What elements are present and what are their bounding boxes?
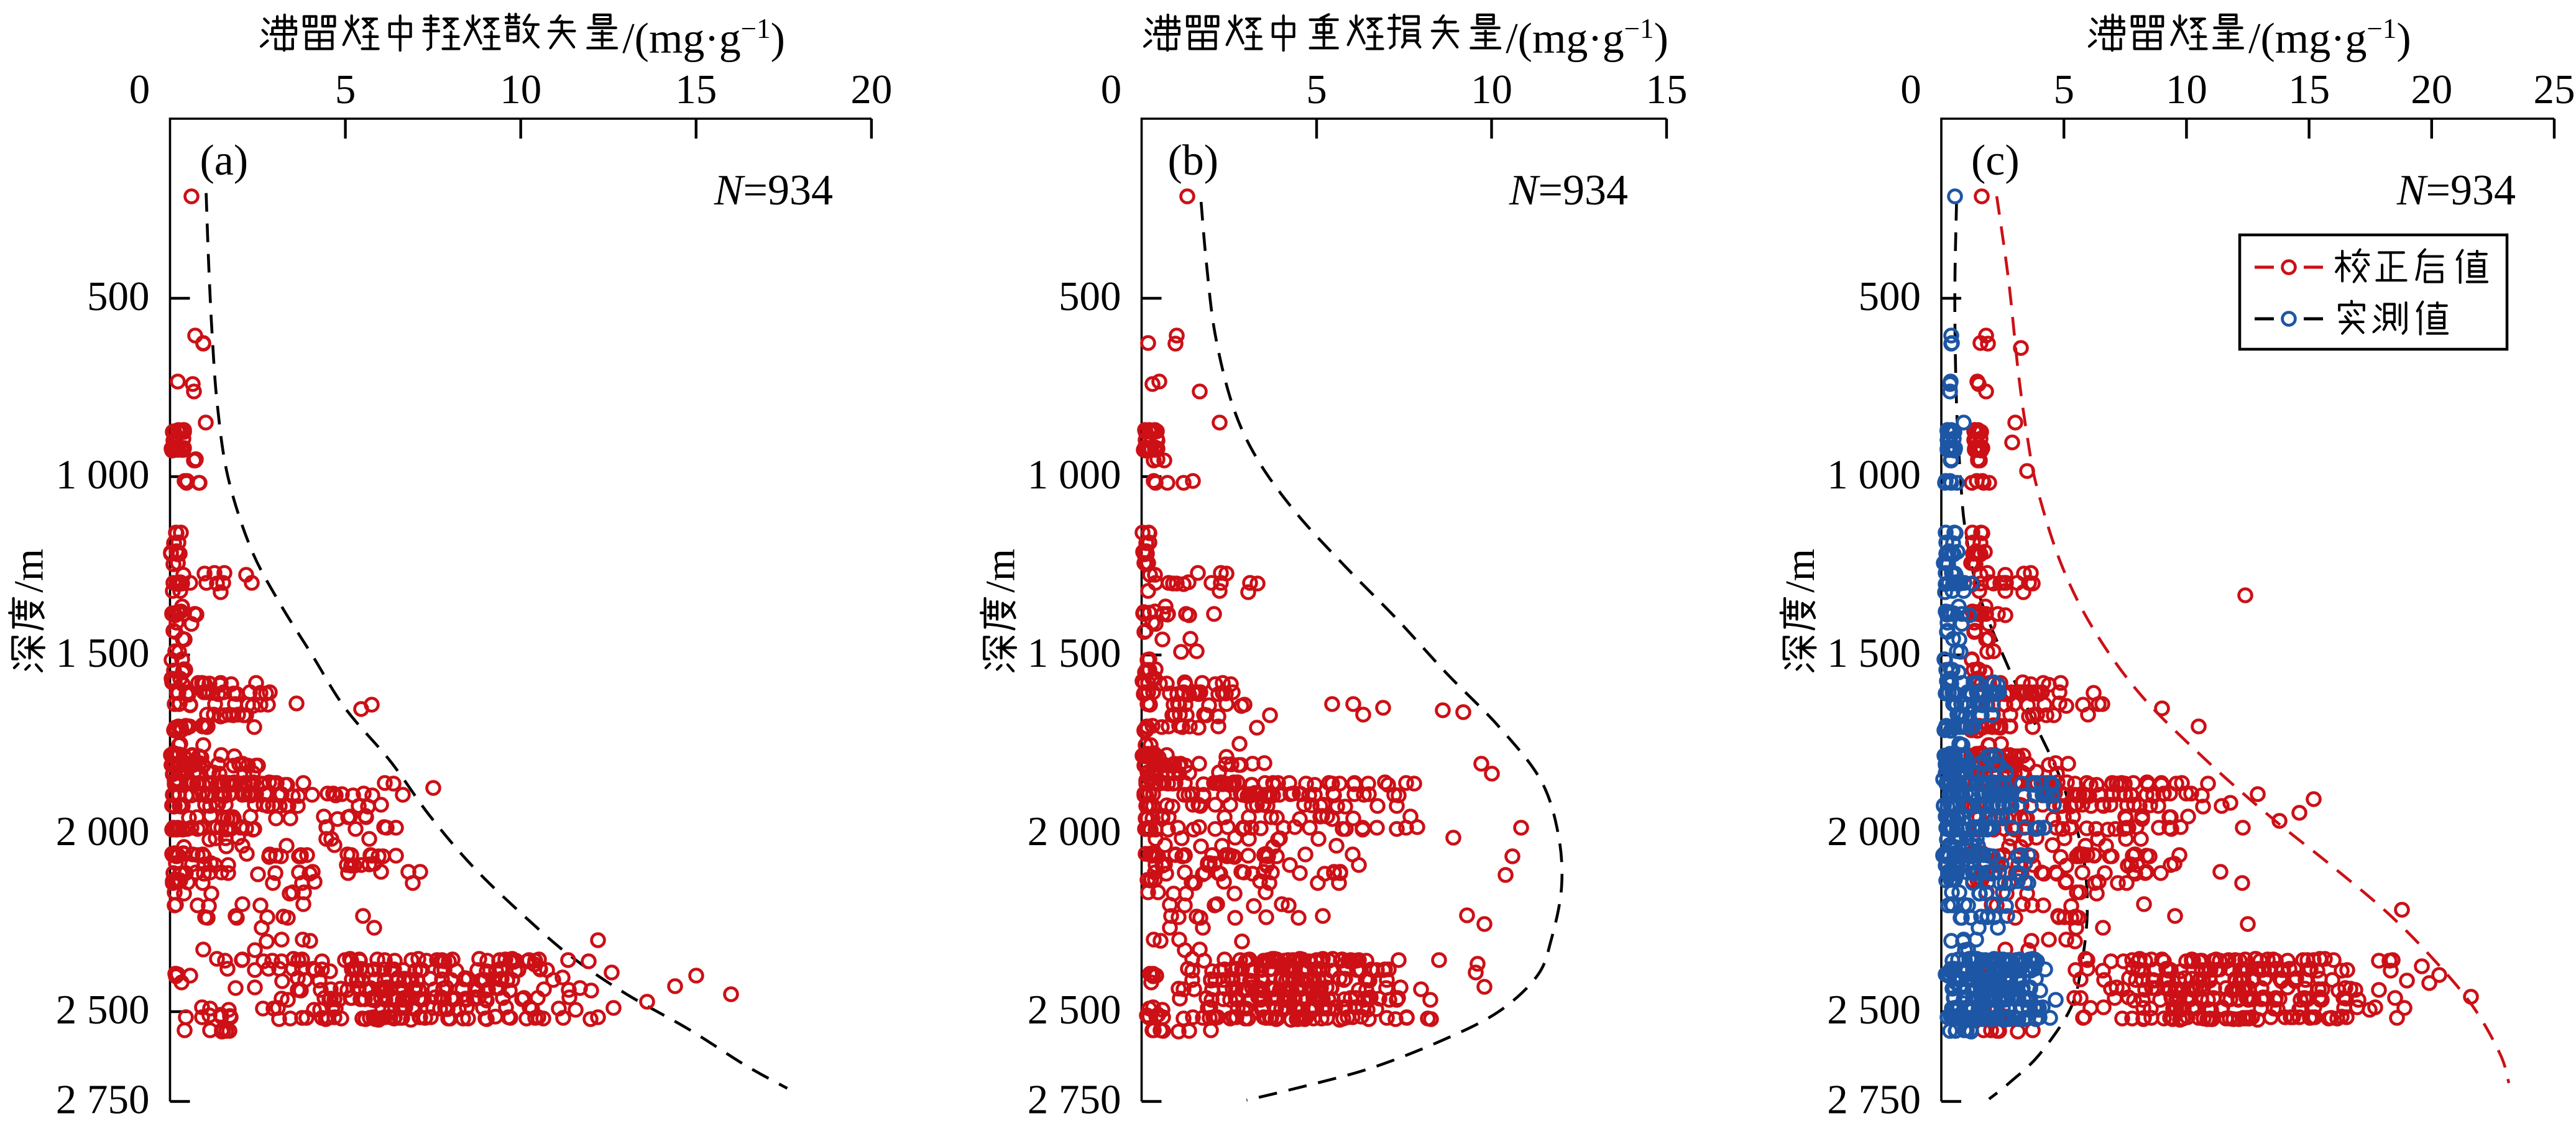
svg-text:(c): (c) — [1971, 137, 2020, 185]
svg-text:(b): (b) — [1168, 137, 1219, 185]
svg-text:/(mg·g−1): /(mg·g−1) — [1506, 13, 1668, 63]
svg-text:/m: /m — [1777, 549, 1823, 593]
svg-text:N=934: N=934 — [714, 167, 833, 214]
svg-text:N=934: N=934 — [1509, 167, 1628, 214]
svg-text:/m: /m — [978, 549, 1024, 593]
svg-text:/m: /m — [6, 549, 52, 593]
svg-text:(a): (a) — [200, 137, 249, 185]
svg-text:N=934: N=934 — [2396, 167, 2516, 214]
